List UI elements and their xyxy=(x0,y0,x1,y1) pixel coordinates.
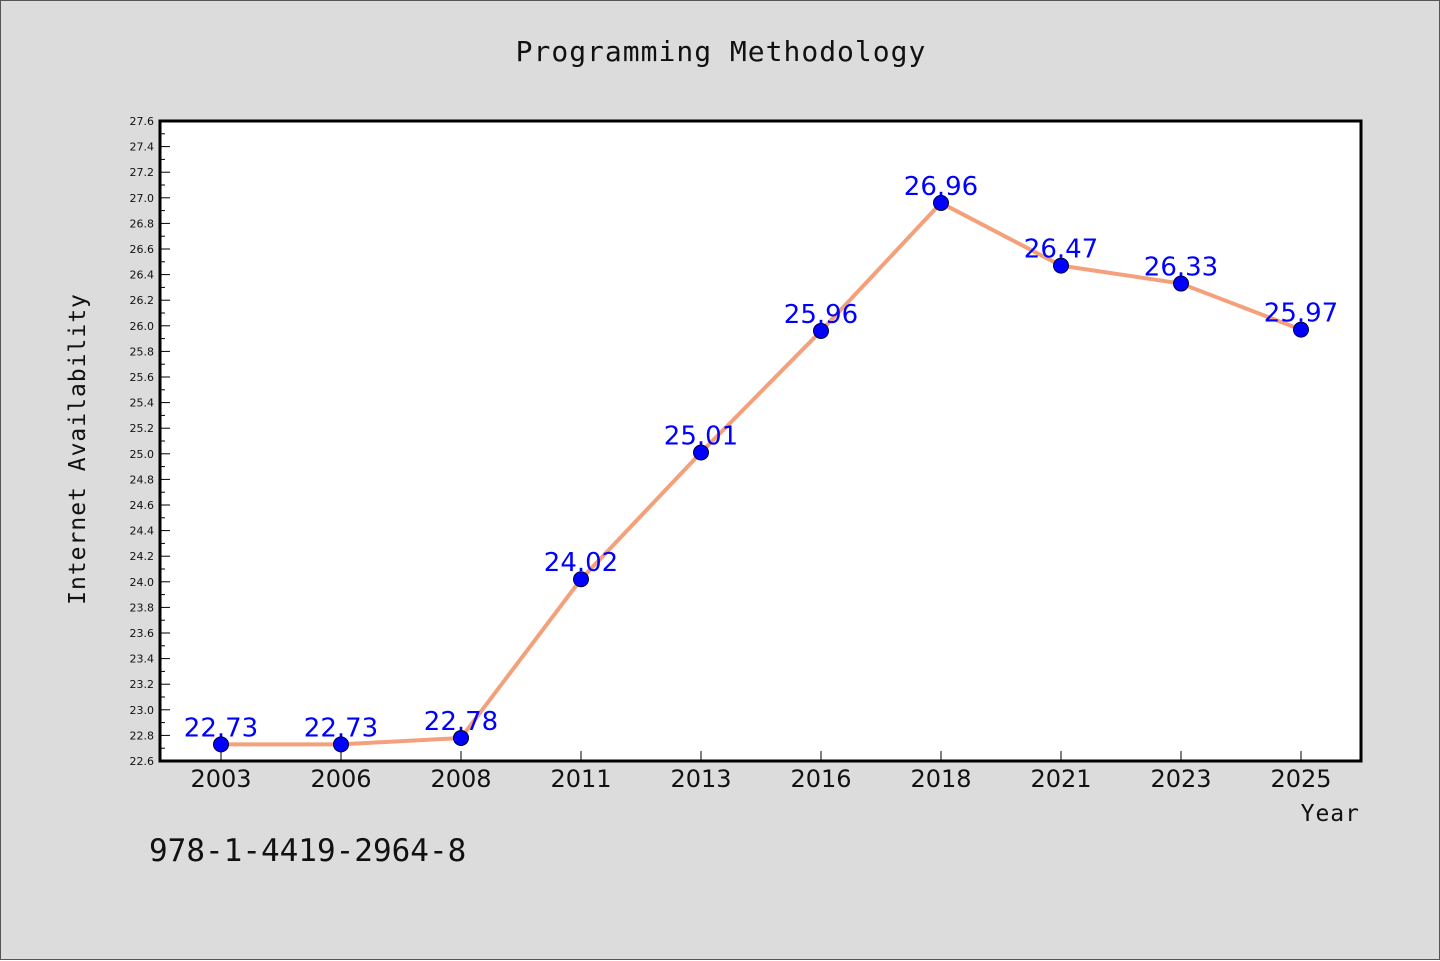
y-tick-label: 25.6 xyxy=(130,371,155,384)
data-point xyxy=(1293,321,1309,338)
data-label: 25.97 xyxy=(1264,299,1338,329)
data-label: 22.78 xyxy=(424,707,498,737)
y-tick-label: 23.6 xyxy=(130,627,155,640)
x-tick-label: 2021 xyxy=(1030,765,1091,793)
y-tick-label: 26.2 xyxy=(130,294,155,307)
data-point xyxy=(333,736,349,753)
data-label: 22.73 xyxy=(184,713,258,743)
data-point xyxy=(213,736,229,753)
y-tick-label: 23.8 xyxy=(130,601,155,614)
y-tick-label: 26.8 xyxy=(130,217,155,230)
y-tick-label: 27.6 xyxy=(130,115,155,128)
y-tick-label: 26.6 xyxy=(130,243,155,256)
y-tick-label: 23.4 xyxy=(130,653,155,666)
y-tick-label: 23.0 xyxy=(130,704,155,717)
data-point xyxy=(933,194,949,211)
series-layer: 22.73 22.73 22.78 24.02 25.01 25.96 26.96 26.47… xyxy=(184,172,1338,753)
data-point xyxy=(1053,257,1069,274)
y-tick-label: 26.0 xyxy=(130,320,155,333)
x-tick-label: 2003 xyxy=(190,765,251,793)
y-tick-label: 26.4 xyxy=(130,269,155,282)
y-tick-label: 24.0 xyxy=(130,576,155,589)
y-tick-label: 22.6 xyxy=(130,755,155,768)
data-label: 25.96 xyxy=(784,300,858,330)
y-tick-label: 27.2 xyxy=(130,166,155,179)
y-tick-label: 27.4 xyxy=(130,141,155,154)
data-label: 25.01 xyxy=(664,422,738,452)
x-axis-ticks: 2003 2006 2008 2011 2013 2016 2018 2021 2023 2025 xyxy=(190,751,1332,793)
x-tick-label: 2008 xyxy=(430,765,491,793)
y-tick-label: 22.8 xyxy=(130,729,155,742)
chart-title: Programming Methodology xyxy=(515,35,927,68)
y-tick-label: 25.4 xyxy=(130,397,155,410)
isbn-code: 978-1-4419-2964-8 xyxy=(149,833,467,869)
x-tick-label: 2016 xyxy=(790,765,851,793)
y-tick-label: 27.0 xyxy=(130,192,155,205)
data-point xyxy=(813,322,829,339)
data-label: 26.33 xyxy=(1144,253,1218,283)
y-tick-label: 24.8 xyxy=(130,473,155,486)
x-tick-label: 2011 xyxy=(550,765,611,793)
y-axis-label: Internet Availability xyxy=(65,293,91,605)
y-tick-label: 24.4 xyxy=(130,525,155,538)
y-tick-label: 24.6 xyxy=(130,499,155,512)
series-line xyxy=(221,200,1302,747)
data-label: 24.02 xyxy=(544,548,618,578)
x-tick-label: 2013 xyxy=(670,765,731,793)
y-tick-label: 23.2 xyxy=(130,678,155,691)
data-label: 22.73 xyxy=(304,713,378,743)
data-label: 26.96 xyxy=(904,172,978,202)
x-tick-label: 2025 xyxy=(1270,765,1331,793)
data-point xyxy=(453,729,469,746)
data-point xyxy=(573,571,589,588)
y-axis-ticks: 22.6 22.8 23.0 23.2 23.4 23.6 23.8 24.0 24.2 24.4… xyxy=(130,115,170,768)
data-point xyxy=(1173,275,1189,292)
y-tick-label: 24.2 xyxy=(130,550,155,563)
x-tick-label: 2023 xyxy=(1150,765,1211,793)
y-tick-label: 25.2 xyxy=(130,422,155,435)
data-label: 26.47 xyxy=(1024,235,1098,265)
x-tick-label: 2018 xyxy=(910,765,971,793)
data-point xyxy=(693,444,709,461)
y-tick-label: 25.0 xyxy=(130,448,155,461)
plot-area xyxy=(158,119,1363,763)
y-tick-label: 25.8 xyxy=(130,345,155,358)
x-axis-label: Year xyxy=(1301,801,1360,827)
x-tick-label: 2006 xyxy=(310,765,371,793)
